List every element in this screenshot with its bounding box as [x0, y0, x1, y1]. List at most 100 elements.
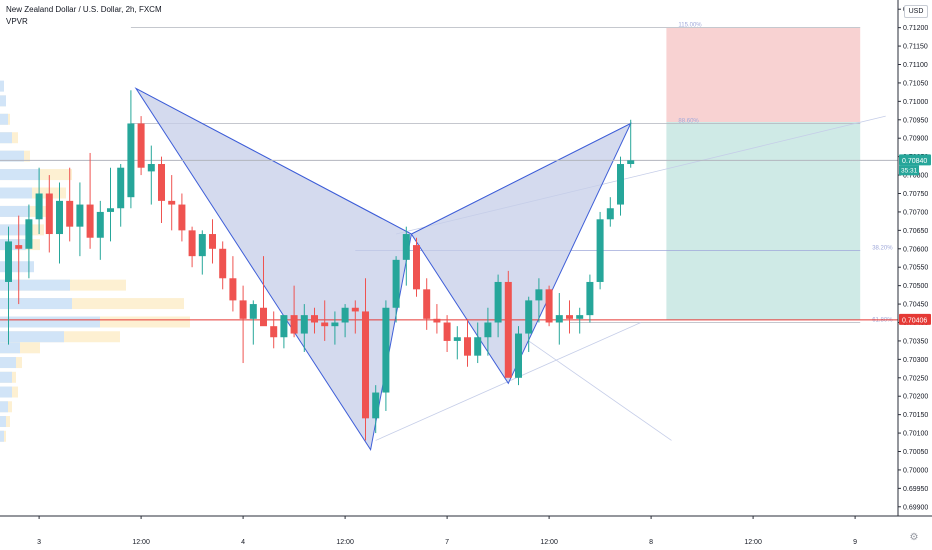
- y-tick-label: 0.70350: [903, 338, 928, 345]
- candle-body: [25, 219, 33, 249]
- y-tick-label: 0.70100: [903, 431, 928, 438]
- y-tick-label: 0.70050: [903, 449, 928, 456]
- candle-body: [5, 241, 12, 282]
- volume-profile-buy-bar: [0, 150, 24, 162]
- candle-body: [382, 307, 390, 393]
- candle-body: [504, 281, 512, 378]
- y-tick-label: 0.71000: [903, 99, 928, 106]
- y-tick-label: 0.69950: [903, 486, 928, 493]
- candle-body: [321, 322, 329, 327]
- x-tick-label: 8: [649, 539, 653, 546]
- entry-price-badge: [899, 313, 931, 325]
- candle-body: [545, 289, 553, 323]
- candle-body: [372, 392, 380, 419]
- candle-body: [117, 167, 125, 209]
- fib-level-label: 115.00%: [678, 23, 702, 29]
- candle-body: [270, 326, 278, 338]
- candle-body: [188, 230, 196, 257]
- y-tick-label: 0.70450: [903, 302, 928, 309]
- y-tick-label: 0.70900: [903, 136, 928, 143]
- candle-body: [311, 315, 318, 323]
- indicator-label[interactable]: VPVR: [6, 17, 28, 26]
- candle-body: [392, 259, 400, 308]
- currency-button[interactable]: USD: [904, 5, 928, 18]
- candle-body: [260, 307, 267, 327]
- harmonic-pattern-triangle: [134, 87, 412, 451]
- countdown-label: 35:31: [901, 167, 918, 174]
- candle-body: [219, 248, 227, 279]
- candle-body: [484, 322, 492, 338]
- time-axis-bg: [0, 517, 898, 550]
- candle-body: [239, 300, 247, 319]
- candle-body: [229, 278, 237, 301]
- fib-level-label: 61.80%: [872, 318, 893, 324]
- symbol-title[interactable]: New Zealand Dollar / U.S. Dollar, 2h, FX…: [6, 5, 162, 14]
- candle-body: [413, 245, 420, 290]
- candle-body: [464, 337, 471, 356]
- candle-body: [300, 315, 308, 334]
- volume-profile-buy-bar: [0, 316, 100, 328]
- harmonic-pattern-line: [411, 123, 631, 235]
- volume-profile-buy-bar: [0, 430, 4, 442]
- x-tick-label: 12:00: [132, 539, 150, 546]
- y-tick-label: 0.71050: [903, 80, 928, 87]
- y-tick-label: 0.70700: [903, 209, 928, 216]
- y-tick-label: 0.71100: [903, 62, 928, 69]
- candle-body: [515, 333, 522, 378]
- volume-profile-sell-bar: [0, 187, 66, 199]
- candle-body: [535, 289, 543, 301]
- candle-body: [56, 200, 63, 235]
- fib-level-label: 88.60%: [678, 118, 699, 124]
- x-tick-label: 12:00: [336, 539, 354, 546]
- volume-profile-buy-bar: [0, 169, 40, 181]
- volume-profile-sell-bar: [0, 298, 184, 310]
- gear-icon[interactable]: ⚙: [909, 532, 919, 543]
- candle-body: [606, 208, 614, 220]
- candle-body: [107, 208, 114, 212]
- volume-profile-buy-bar: [0, 224, 28, 236]
- volume-profile-buy-bar: [0, 239, 26, 251]
- x-tick-label: 3: [37, 539, 41, 546]
- y-tick-label: 0.69900: [903, 504, 928, 511]
- candle-body: [596, 219, 604, 282]
- candle-body: [525, 300, 533, 334]
- candle-body: [627, 160, 635, 165]
- volume-profile-buy-bar: [0, 279, 70, 291]
- candle-body: [494, 281, 502, 323]
- y-tick-label: 0.71200: [903, 25, 928, 32]
- candle-body: [45, 193, 53, 235]
- guide-line: [528, 340, 672, 441]
- candle-body: [586, 281, 594, 316]
- candle-body: [290, 315, 298, 334]
- candle-body: [209, 234, 216, 249]
- volume-profile-buy-bar: [0, 187, 32, 199]
- x-tick-label: 7: [445, 539, 449, 546]
- candle-body: [137, 123, 145, 168]
- x-tick-label: 4: [241, 539, 245, 546]
- candle-body: [402, 234, 410, 260]
- candle-body: [351, 307, 359, 312]
- x-tick-label: 12:00: [540, 539, 558, 546]
- volume-profile-buy-bar: [0, 371, 12, 383]
- y-tick-label: 0.70550: [903, 265, 928, 272]
- candle-body: [474, 337, 482, 356]
- y-tick-label: 0.70950: [903, 117, 928, 124]
- volume-profile-buy-bar: [0, 401, 8, 413]
- volume-profile-buy-bar: [0, 95, 6, 107]
- volume-profile-buy-bar: [0, 331, 64, 343]
- y-tick-label: 0.70600: [903, 246, 928, 253]
- take-profit-zone: [666, 121, 861, 320]
- volume-profile-buy-bar: [0, 298, 72, 310]
- candle-body: [341, 307, 349, 323]
- candle-body: [86, 204, 94, 238]
- volume-profile-buy-bar: [0, 113, 8, 125]
- candle-body: [147, 164, 155, 172]
- y-tick-label: 0.70300: [903, 357, 928, 364]
- candle-body: [433, 318, 441, 323]
- x-tick-label: 9: [853, 539, 857, 546]
- volume-profile-buy-bar: [0, 416, 6, 428]
- candle-body: [362, 311, 369, 419]
- candle-body: [35, 193, 43, 220]
- countdown-badge: [899, 165, 919, 176]
